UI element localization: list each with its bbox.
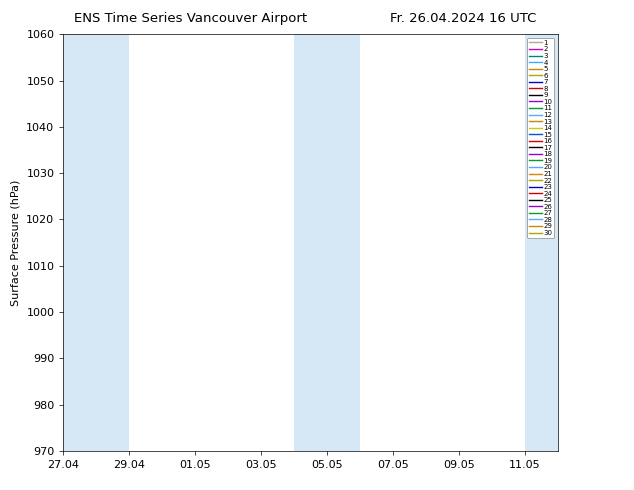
Bar [525, 34, 558, 451]
Legend: 1, 2, 3, 4, 5, 6, 7, 8, 9, 10, 11, 12, 13, 14, 15, 16, 17, 18, 19, 20, 21, 22, 2: 1, 2, 3, 4, 5, 6, 7, 8, 9, 10, 11, 12, 1… [527, 38, 555, 238]
Bar [294, 34, 360, 451]
Bar [63, 34, 129, 451]
Y-axis label: Surface Pressure (hPa): Surface Pressure (hPa) [11, 179, 21, 306]
Text: Fr. 26.04.2024 16 UTC: Fr. 26.04.2024 16 UTC [390, 12, 536, 25]
Text: ENS Time Series Vancouver Airport: ENS Time Series Vancouver Airport [74, 12, 307, 25]
